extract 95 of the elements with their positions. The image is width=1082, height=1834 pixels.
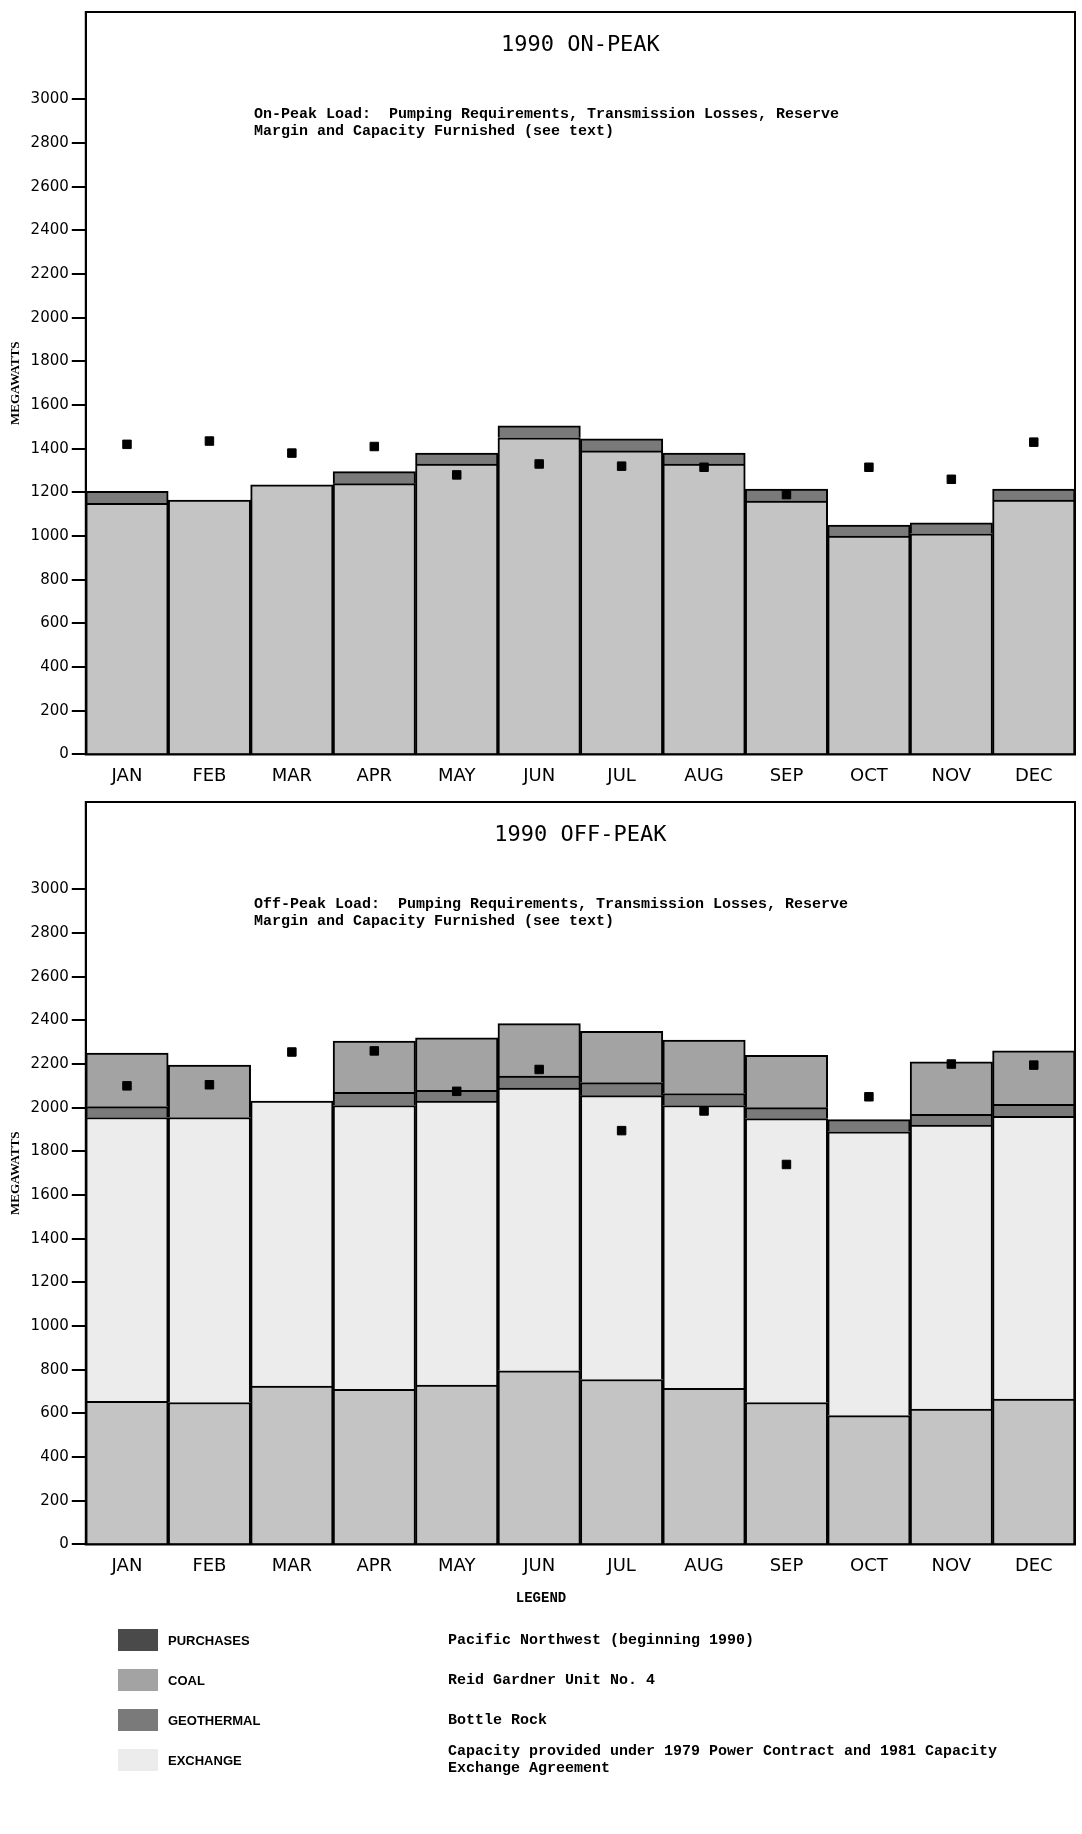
point (781, 489, 792, 500)
point (1029, 437, 1039, 447)
y-tick-label: 600 (40, 1403, 69, 1422)
point (534, 459, 544, 469)
legend-title: LEGEND (514, 1590, 568, 1606)
y-tick-label: 2200 (30, 263, 69, 282)
legend-label: PURCHASES (168, 1632, 250, 1648)
y-tick-label: 2000 (30, 307, 69, 326)
x-tick-label: AUG (684, 1553, 724, 1575)
legend-label: COAL (168, 1672, 205, 1688)
point (864, 1092, 874, 1102)
x-tick-label: MAY (438, 763, 477, 785)
annotation: Off-Peak Load: Pumping Requirements, Transmission Losses, Reserve Margin and Capacity Furnished (see text) (253, 896, 849, 931)
text: Reid Gardner Unit No. 4 (448, 1671, 657, 1689)
y-axis-title: MEGAWATTS (7, 1131, 23, 1215)
y-tick-label: 2600 (30, 966, 69, 985)
y-tick-label: 1200 (30, 482, 69, 501)
x-tick-label: MAR (271, 1553, 313, 1575)
point (369, 1046, 380, 1056)
x-tick-label: JUL (606, 1553, 636, 1575)
y-axis-title: MEGAWATTS (7, 341, 23, 425)
point (451, 1086, 462, 1097)
x-tick-label: SEP (769, 1553, 804, 1575)
point (946, 1059, 957, 1069)
y-tick-label: 2200 (30, 1053, 69, 1072)
point (287, 448, 297, 458)
point (1029, 1060, 1039, 1070)
y-tick-label: 600 (40, 613, 69, 632)
y-tick-label: 2400 (30, 1010, 69, 1029)
text: Bottle Rock (448, 1711, 549, 1729)
point (122, 439, 132, 450)
x-tick-label: APR (356, 763, 393, 785)
y-tick-label: 1800 (30, 1141, 69, 1160)
x-tick-label: JAN (110, 1553, 143, 1575)
point (864, 462, 874, 473)
point (122, 1081, 132, 1091)
legend-label: GEOTHERMAL (168, 1712, 261, 1728)
y-tick-label: 400 (40, 1446, 69, 1465)
point (204, 436, 215, 446)
x-tick-label: JUN (522, 763, 556, 785)
text: 1990 OFF-PEAK (494, 820, 668, 846)
x-tick-label: NOV (931, 763, 972, 785)
y-tick-label: 200 (40, 1490, 69, 1509)
y-tick-label: 3000 (30, 89, 69, 108)
x-tick-label: JUL (606, 763, 636, 785)
y-tick-label: 1000 (30, 525, 69, 544)
y-tick-label: 800 (40, 1359, 69, 1378)
x-tick-label: APR (356, 1553, 393, 1575)
point (616, 461, 627, 471)
text: 1990 ON-PEAK (500, 30, 661, 56)
x-tick-label: AUG (684, 763, 724, 785)
text: Pacific Northwest (beginning 1990) (448, 1631, 756, 1649)
annotation: On-Peak Load: Pumping Requirements, Transmission Losses, Reserve Margin and Capacity Furnished (see text) (253, 106, 840, 141)
y-tick-label: 1400 (30, 1228, 69, 1247)
point (946, 474, 957, 485)
point (699, 462, 709, 473)
y-tick-label: 0 (59, 744, 69, 763)
x-tick-label: OCT (850, 1553, 889, 1575)
y-tick-label: 1800 (30, 351, 69, 370)
y-tick-label: 2400 (30, 220, 69, 239)
y-tick-label: 400 (40, 656, 69, 675)
x-tick-label: JAN (110, 763, 143, 785)
point (451, 470, 462, 480)
y-tick-label: 1600 (30, 394, 69, 413)
x-tick-label: DEC (1014, 1553, 1053, 1575)
legend-label: EXCHANGE (168, 1752, 242, 1768)
y-tick-label: 1400 (30, 438, 69, 457)
point (699, 1106, 709, 1116)
text: Capacity provided under 1979 Power Contract and 1981 Capacity Exchange Agreement (448, 1743, 999, 1777)
x-tick-label: MAY (438, 1553, 477, 1575)
x-tick-label: SEP (769, 763, 804, 785)
x-tick-label: OCT (850, 763, 889, 785)
x-tick-label: NOV (931, 1553, 972, 1575)
point (616, 1125, 627, 1136)
y-tick-label: 200 (40, 700, 69, 719)
x-tick-label: FEB (192, 1553, 227, 1575)
x-tick-label: DEC (1014, 763, 1053, 785)
y-tick-label: 2000 (30, 1097, 69, 1116)
y-tick-label: 2800 (30, 132, 69, 151)
point (287, 1047, 297, 1057)
point (369, 441, 380, 452)
y-tick-label: 1600 (30, 1184, 69, 1203)
y-tick-label: 2800 (30, 922, 69, 941)
x-tick-label: MAR (271, 763, 313, 785)
y-tick-label: 2600 (30, 176, 69, 195)
x-tick-label: JUN (522, 1553, 556, 1575)
x-tick-label: FEB (192, 763, 227, 785)
y-tick-label: 1200 (30, 1272, 69, 1291)
point (534, 1064, 544, 1075)
y-tick-label: 1000 (30, 1315, 69, 1334)
point (781, 1159, 792, 1170)
y-tick-label: 3000 (30, 879, 69, 898)
point (204, 1080, 215, 1090)
y-tick-label: 0 (59, 1534, 69, 1553)
y-tick-label: 800 (40, 569, 69, 588)
